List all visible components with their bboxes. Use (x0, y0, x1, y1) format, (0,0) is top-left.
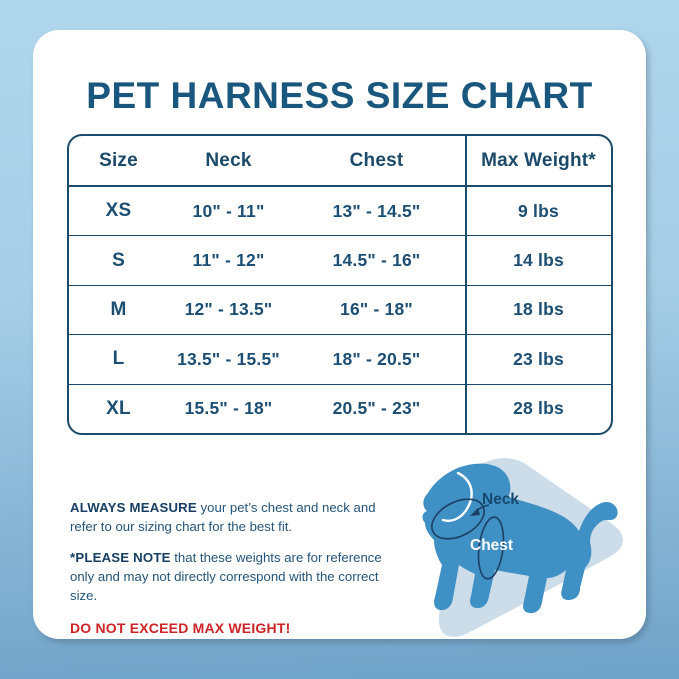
col-header-max-weight: Max Weight* (464, 136, 611, 185)
max-weight-cell: 18 lbs (464, 285, 611, 335)
please-note-bold: *PLEASE NOTE (70, 550, 171, 566)
col-header-chest: Chest (349, 149, 404, 171)
size-cell: XS (105, 200, 132, 222)
chest-cell: 20.5" - 23" (332, 398, 421, 419)
max-weight-cell: 23 lbs (464, 335, 611, 384)
neck-cell: 12" - 13.5" (184, 299, 273, 320)
size-cell: S (112, 249, 125, 271)
table-header-row: Size Neck Chest Max Weight* (68, 136, 611, 187)
chest-cell: 13" - 14.5" (332, 200, 421, 221)
sizing-notes: ALWAYS MEASURE your pet’s chest and neck… (70, 499, 402, 652)
col-header-size: Size (99, 149, 138, 171)
table-row: XS 10" - 11" 13" - 14.5" 9 lbs (68, 187, 611, 237)
ear-outline (441, 471, 473, 522)
neck-cell: 11" - 12" (192, 250, 265, 271)
max-weight-cell: 28 lbs (464, 384, 611, 433)
measure-note-text: your pet’s chest and neck and refer to o… (70, 499, 376, 534)
neck-cell: 13.5" - 15.5" (177, 348, 280, 369)
chest-cell: 16" - 18" (340, 299, 413, 320)
please-note: *PLEASE NOTE that these weights are for … (70, 549, 402, 605)
size-cell: L (112, 348, 125, 370)
chest-cell: 14.5" - 16" (332, 250, 421, 271)
dog-measurement-illustration: Neck Chest (394, 449, 644, 649)
table-row: S 11" - 12" 14.5" - 16" 14 lbs (68, 236, 611, 286)
warning-text: DO NOT EXCEED MAX WEIGHT! (70, 619, 291, 636)
neck-cell: 10" - 11" (192, 200, 265, 221)
table-row: XL 15.5" - 18" 20.5" - 23" 28 lbs (69, 384, 611, 433)
chest-label: Chest (470, 537, 513, 554)
footer-section: ALWAYS MEASURE your pet’s chest and neck… (33, 435, 646, 649)
col-header-neck: Neck (205, 149, 252, 171)
max-weight-cell: 14 lbs (464, 236, 611, 285)
max-weight-cell: 9 lbs (464, 187, 611, 236)
neck-label: Neck (482, 491, 519, 508)
chest-measure-line (477, 516, 505, 580)
table-row: L 13.5" - 15.5" 18" - 20.5" 23 lbs (68, 335, 611, 385)
measure-note-bold: ALWAYS MEASURE (70, 499, 197, 515)
please-note-text: that these weights are for reference onl… (70, 550, 382, 603)
neck-pointer-arrowhead (470, 507, 480, 516)
size-cell: XL (106, 397, 131, 419)
page-title: PET HARNESS SIZE CHART (86, 75, 593, 116)
chest-cell: 18" - 20.5" (332, 348, 421, 369)
neck-cell: 15.5" - 18" (184, 398, 273, 419)
size-table: Size Neck Chest Max Weight* XS 10" - 11"… (66, 134, 613, 435)
table-row: M 12" - 13.5" 16" - 18" 18 lbs (68, 285, 611, 336)
size-chart-card: PET HARNESS SIZE CHART Size Neck Chest M… (33, 30, 646, 639)
measure-note: ALWAYS MEASURE your pet’s chest and neck… (70, 499, 402, 536)
size-cell: M (110, 298, 127, 320)
